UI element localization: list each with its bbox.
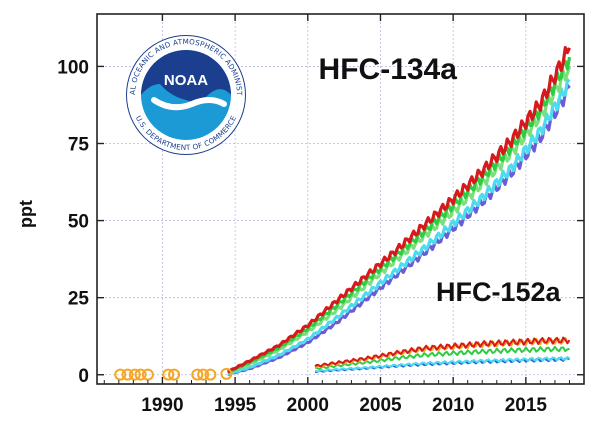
x-tick-label: 2005: [359, 395, 402, 416]
x-tick-label: 1990: [141, 395, 183, 416]
series-line: [314, 336, 570, 369]
early-flask-point: [197, 368, 210, 381]
x-tick-label: 2000: [287, 395, 329, 416]
early-flask-point: [114, 368, 127, 381]
series-line: [227, 83, 571, 376]
hfc-134a-label: HFC-134a: [319, 53, 458, 86]
y-axis-title: ppt: [16, 200, 36, 228]
y-tick-label: 100: [57, 57, 89, 78]
x-tick-label: 1995: [214, 395, 257, 416]
series-layer: [114, 45, 572, 381]
y-tick-label: 0: [78, 366, 89, 387]
early-flask-point: [168, 368, 181, 381]
plot-frame: [96, 13, 585, 385]
early-flask-point: [162, 368, 175, 381]
series-line: [314, 336, 571, 368]
x-axis: 1990 1995 2000 2005 2010 2015: [103, 14, 570, 416]
y-axis: 0 25 50 75 100: [57, 57, 584, 387]
x-tick-label: 2015: [505, 395, 548, 416]
early-flask-point: [141, 368, 154, 381]
early-flask-point: [121, 368, 134, 381]
y-tick-label: 75: [68, 135, 90, 156]
early-flask-point: [191, 368, 204, 381]
early-flask-point: [220, 367, 233, 380]
early-flask-point: [134, 368, 147, 381]
early-flask-point: [204, 368, 217, 381]
series-line: [314, 356, 571, 373]
hfc-152a-label: HFC-152a: [436, 277, 562, 307]
y-tick-label: 25: [68, 289, 90, 310]
noaa-logo-word: NOAA: [164, 72, 208, 89]
early-flask-point: [128, 368, 141, 381]
series-line: [227, 78, 571, 376]
series-line: [314, 357, 570, 374]
x-tick-label: 2010: [432, 395, 474, 416]
series-line: [227, 45, 571, 374]
y-tick-label: 50: [68, 212, 89, 233]
